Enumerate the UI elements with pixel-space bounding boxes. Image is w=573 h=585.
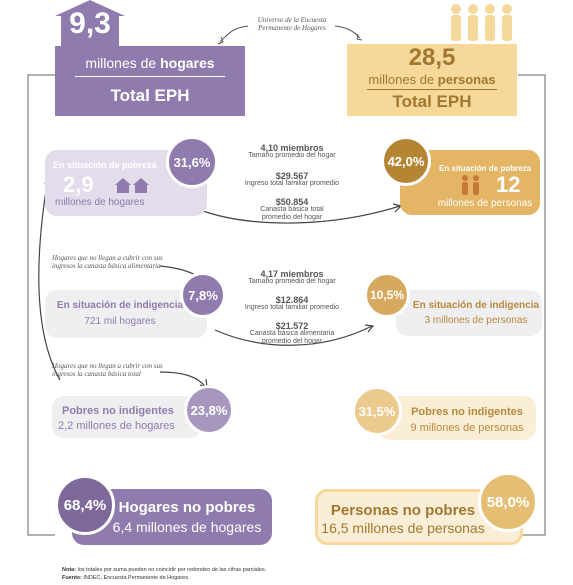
pobreza-personas-unit: millones de personas	[437, 198, 533, 209]
pobreza-stat-value: $50.854	[275, 197, 309, 207]
indigencia-stat-value: $21.572	[275, 321, 309, 331]
indigencia-personas-card: En situación de indigencia 3 millones de…	[396, 290, 542, 336]
family-icon	[462, 175, 479, 195]
pobreza-stats: 4,10 miembros Tamaño promedio del hogar …	[232, 144, 352, 222]
houses-icon	[115, 178, 149, 193]
universe-note: Universo de la Encuesta Permanente de Ho…	[257, 16, 327, 32]
no-indigentes-personas-unit: 9 millones de personas	[410, 422, 524, 434]
indigencia-personas-unit: 3 millones de personas	[424, 315, 528, 326]
pobreza-hogares-value: 2,9	[63, 172, 94, 197]
house-icon	[55, 0, 125, 48]
indigencia-stat-value: 4,17 miembros	[260, 269, 324, 279]
indigencia-note: Hogares que no llegan a cubrir con sus i…	[52, 254, 163, 270]
footer-note: Nota: los totales por suma pueden no coi…	[62, 567, 267, 573]
personas-total-label: Total EPH	[392, 92, 472, 111]
personas-label: millones de personas	[368, 72, 496, 87]
personas-total-card: 28,5 millones de personas Total EPH	[347, 0, 517, 116]
pobreza-stat-value: 4,10 miembros	[260, 143, 324, 153]
no-pobres-personas-title: Personas no pobres	[330, 502, 476, 519]
indigencia-personas-title: En situación de indigencia	[412, 300, 540, 311]
indigencia-stat-label: Tamaño promedio del hogar	[248, 278, 336, 285]
pobreza-personas-title: En situación de pobreza	[438, 164, 531, 173]
no-indigentes-hogares-title: Pobres no indigentes	[62, 405, 174, 417]
indigencia-stats: 4,17 miembros Tamaño promedio del hogar …	[232, 270, 352, 346]
pobreza-hogares-unit: millones de hogares	[55, 197, 145, 208]
no-indigentes-personas-card: Pobres no indigentes 9 millones de perso…	[378, 396, 536, 440]
pobreza-personas-value: 12	[496, 172, 521, 197]
no-indigentes-hogares-card: Pobres no indigentes 2,2 millones de hog…	[52, 396, 202, 438]
pobreza-stat-label: Tamaño promedio del hogar	[248, 152, 336, 159]
indigencia-hogares-pct: 7,8%	[180, 272, 226, 318]
footer: Nota: los totales por suma pueden no coi…	[62, 566, 266, 582]
indigencia-hogares-title: En situación de indigencia	[56, 300, 184, 311]
no-pobres-hogares-title: Hogares no pobres	[118, 499, 256, 516]
no-pobres-personas-pct: 58,0%	[478, 472, 538, 532]
no-indigentes-personas-title: Pobres no indigentes	[411, 406, 523, 418]
people-icon	[447, 2, 515, 44]
pobreza-stat-label: Ingreso total familiar promedio	[244, 180, 340, 187]
footer-source: Fuente: INDEC, Encuesta Permanente de Ho…	[62, 575, 190, 581]
hogares-label: millones de hogares	[85, 55, 215, 71]
indigencia-stat-label: Ingreso total familiar promedio	[244, 304, 340, 311]
hogares-total-card: 9,3 millones de hogares Total EPH	[55, 0, 245, 116]
no-indigentes-hogares-pct: 23,8%	[184, 385, 234, 435]
pobreza-stat-label: Canasta básica total promedio del hogar	[260, 206, 324, 221]
indigencia-personas-pct: 10,5%	[364, 272, 410, 318]
indigencia-hogares-unit: 721 mil hogares	[84, 316, 156, 327]
no-pobres-hogares-unit: 6,4 millones de hogares	[112, 519, 262, 535]
personas-value: 28,5	[408, 44, 456, 71]
hogares-total-label: Total EPH	[110, 86, 190, 105]
pobreza-personas-pct: 42,0%	[381, 136, 431, 186]
pobreza-hogares-pct: 31,6%	[166, 136, 218, 188]
no-indigentes-personas-pct: 31,5%	[352, 386, 402, 436]
pobreza-personas-card: En situación de pobreza 12 millones de p…	[400, 150, 540, 215]
hogares-value: 9,3	[69, 7, 111, 40]
no-indigentes-note: Hogares que no llegan a cubrir con sus i…	[52, 362, 163, 378]
pobreza-hogares-title: En situación de pobreza	[53, 160, 157, 170]
pobreza-stat-value: $29.567	[275, 171, 309, 181]
indigencia-stat-label: Canasta básica alimentaria promedio del …	[249, 330, 335, 345]
no-pobres-hogares-pct: 68,4%	[55, 475, 115, 535]
no-pobres-personas-unit: 16,5 millones de personas	[321, 520, 485, 536]
no-indigentes-hogares-unit: 2,2 millones de hogares	[58, 420, 175, 432]
indigencia-stat-value: $12.864	[275, 295, 309, 305]
